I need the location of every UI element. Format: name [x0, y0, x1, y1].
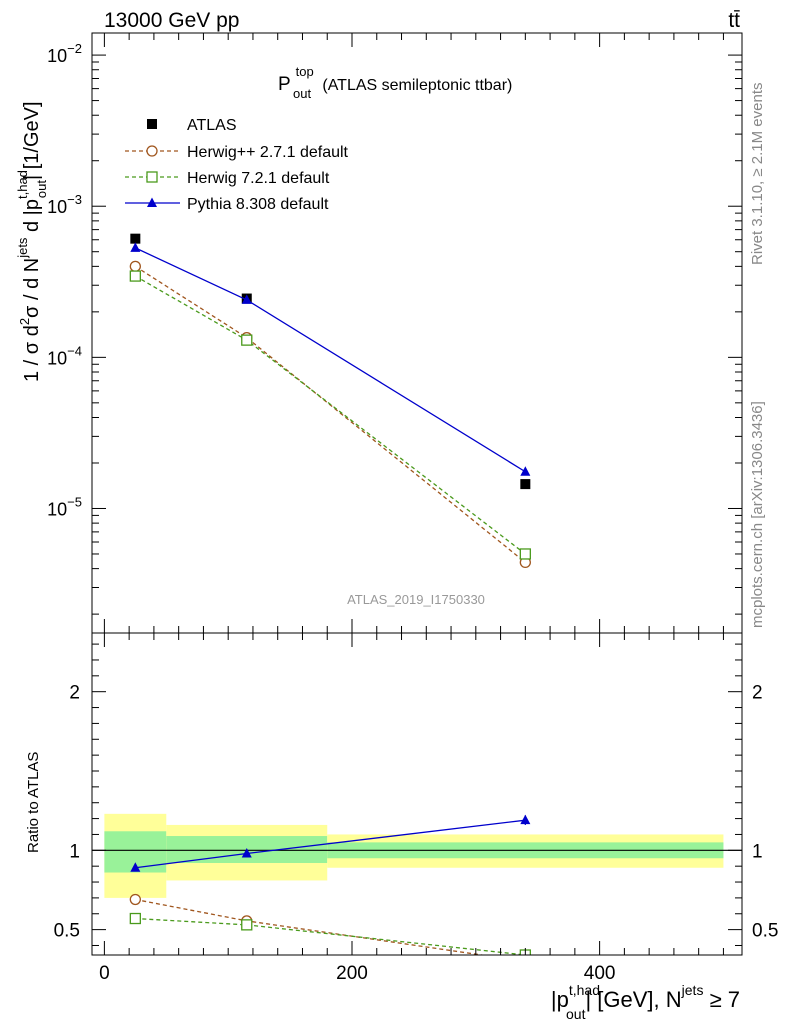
energy-label: 13000 GeV pp — [104, 9, 239, 32]
legend-marker — [146, 171, 158, 183]
legend-label: ATLAS — [187, 117, 237, 134]
ratio-point — [130, 862, 141, 872]
legend-entry: Herwig 7.2.1 default — [125, 170, 330, 187]
plot-title: P top out (ATLAS semileptonic ttbar) — [278, 60, 512, 103]
legend-label: Herwig++ 2.7.1 default — [187, 144, 349, 161]
data-point — [129, 260, 141, 273]
series-line — [135, 275, 526, 555]
legend-entry: Herwig++ 2.7.1 default — [125, 144, 349, 161]
series-line — [135, 247, 526, 473]
legend-label: Herwig 7.2.1 default — [187, 170, 330, 187]
main-panel: 10−5 10−4 10−3 10−2 P top out (ATLAS semile… — [15, 32, 743, 634]
legend-label: Pythia 8.308 default — [187, 196, 329, 213]
x-axis-label: |pt,had out| [GeV], Njets ≥ 7 — [551, 982, 740, 1022]
legend-marker — [146, 145, 158, 157]
ratio-point — [520, 814, 531, 825]
data-point — [241, 294, 252, 304]
y-tick-label: 10−2 — [47, 41, 82, 66]
legend: ATLAS Herwig++ 2.7.1 default Herwig 7.2.1 … — [125, 117, 349, 213]
plot-title-sub: out — [293, 86, 311, 101]
ratio-panel: 0.5 0.5 1 1 2 2 0 200 400 Ratio to ATLAS |pt,had… — [25, 632, 778, 1022]
y-tick-label: 0.5 — [54, 921, 80, 942]
ratio-frame — [91, 632, 743, 956]
data-point — [519, 548, 531, 560]
rivet-label: Rivet 3.1.10, ≥ 2.1M events — [749, 83, 766, 266]
series-line — [134, 265, 526, 563]
x-tick-label: 400 — [584, 963, 616, 984]
ratio-series-2 — [130, 814, 531, 872]
y-tick-label-right: 2 — [752, 683, 763, 704]
series-2 — [129, 270, 531, 560]
y-axis-label-ratio: Ratio to ATLAS — [25, 752, 42, 853]
legend-marker — [147, 119, 157, 129]
legend-entry: ATLAS — [147, 117, 237, 134]
y-tick-label: 2 — [69, 683, 80, 704]
data-point — [520, 466, 531, 476]
ratio-line — [135, 898, 487, 955]
ratio-point — [241, 919, 253, 931]
y-tick-label-right: 1 — [752, 841, 763, 862]
data-point — [130, 242, 141, 252]
data-point — [241, 334, 253, 346]
ratio-point — [241, 847, 252, 858]
y-axis-label-main: 1 / σ d2σ / d Njets d |pt,had out| [1/GeV… — [15, 101, 49, 382]
y-tick-label-right: 0.5 — [752, 921, 778, 942]
y-tick-label: 1 — [69, 841, 80, 862]
ratio-point — [520, 956, 530, 966]
y-tick-label: 10−5 — [47, 494, 82, 519]
y-tick-label: 10−4 — [47, 343, 82, 368]
ratio-series-0 — [129, 893, 530, 966]
mcplots-label: mcplots.cern.ch [arXiv:1306.3436] — [749, 401, 766, 628]
plot-title-rest: (ATLAS semileptonic ttbar) — [322, 77, 512, 94]
ratio-line — [135, 917, 526, 955]
series-3 — [130, 242, 531, 476]
plot-title-main: P — [278, 74, 290, 95]
process-label: tt̄ — [728, 9, 740, 32]
x-tick-label: 0 — [99, 963, 110, 984]
data-point — [129, 270, 141, 282]
series-0 — [130, 233, 531, 490]
data-point — [520, 479, 531, 490]
data-point — [130, 233, 141, 244]
plot-title-sup: top — [296, 64, 314, 79]
ratio-point — [129, 893, 141, 906]
analysis-id: ATLAS_2019_I1750330 — [347, 592, 485, 607]
y-tick-label: 10−3 — [47, 192, 82, 217]
legend-marker — [147, 197, 157, 207]
legend-entry: Pythia 8.308 default — [125, 196, 329, 213]
x-tick-label: 200 — [336, 963, 368, 984]
ratio-point — [129, 912, 141, 925]
